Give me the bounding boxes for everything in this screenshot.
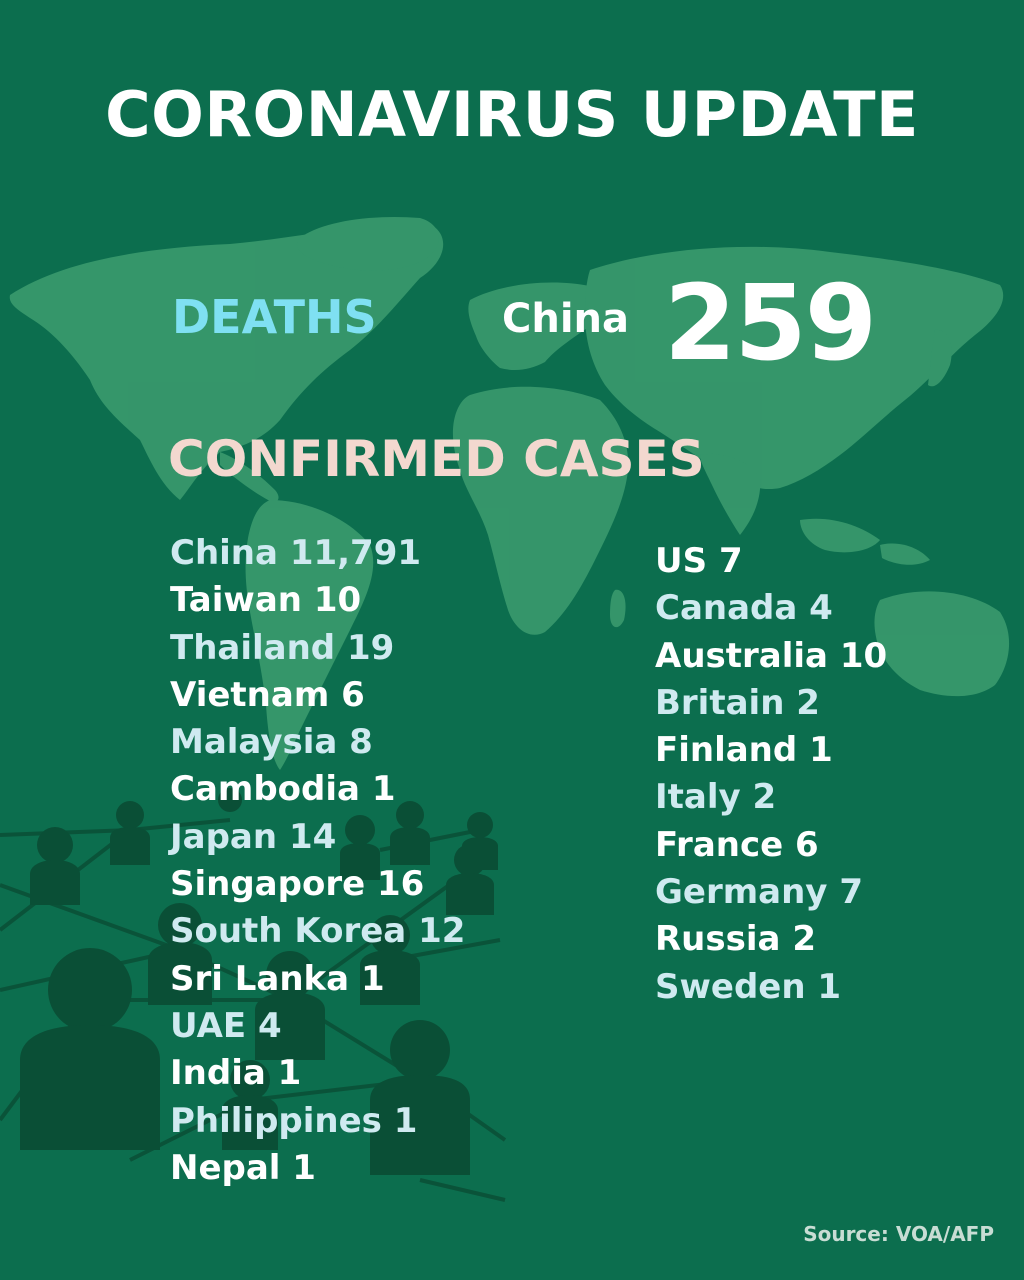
list-item: Sri Lanka 1 xyxy=(170,956,465,1003)
list-item: Italy 2 xyxy=(655,774,887,821)
country-name: Germany xyxy=(655,872,828,913)
list-item: Canada 4 xyxy=(655,585,887,632)
list-item: Sweden 1 xyxy=(655,964,887,1011)
case-count: 4 xyxy=(257,1005,282,1046)
deaths-country: China xyxy=(502,296,630,342)
list-item: Taiwan 10 xyxy=(170,577,465,624)
case-count: 10 xyxy=(313,580,362,621)
country-name: Finland xyxy=(655,730,798,771)
country-name: China xyxy=(170,533,278,573)
list-item: Philippines 1 xyxy=(170,1098,465,1145)
list-item: UAE 4 xyxy=(170,1003,465,1050)
list-item: Finland 1 xyxy=(655,727,887,774)
confirmed-cases-left-list: China 11,791 Taiwan 10 Thailand 19 Vietn… xyxy=(170,530,465,1192)
case-count: 16 xyxy=(377,864,425,905)
country-name: Canada xyxy=(655,588,798,629)
list-item: Malaysia 8 xyxy=(170,719,465,766)
country-name: Malaysia xyxy=(170,722,338,763)
case-count: 2 xyxy=(752,777,777,818)
country-name: Nepal xyxy=(170,1147,281,1188)
list-item: Germany 7 xyxy=(655,869,887,916)
confirmed-cases-heading: CONFIRMED CASES xyxy=(168,430,705,488)
deaths-label: DEATHS xyxy=(172,290,377,344)
country-name: Singapore xyxy=(170,864,366,905)
deaths-value: 259 xyxy=(664,262,877,384)
country-name: Italy xyxy=(655,777,741,818)
list-item: Singapore 16 xyxy=(170,861,465,908)
list-item: Japan 14 xyxy=(170,814,465,861)
case-count: 8 xyxy=(349,722,373,763)
case-count: 7 xyxy=(839,872,863,913)
country-name: Japan xyxy=(170,816,278,857)
country-name: India xyxy=(170,1053,266,1094)
country-name: Vietnam xyxy=(170,674,330,715)
case-count: 2 xyxy=(796,682,820,723)
list-item: France 6 xyxy=(655,822,887,869)
case-count: 4 xyxy=(809,588,833,629)
list-item: Australia 10 xyxy=(655,633,887,680)
country-name: Britain xyxy=(655,682,785,723)
list-item: Russia 2 xyxy=(655,916,887,963)
case-count: 6 xyxy=(341,674,365,715)
case-count: 1 xyxy=(371,769,396,810)
country-name: Sri Lanka xyxy=(170,958,350,999)
country-name: Russia xyxy=(655,919,781,960)
list-item: Britain 2 xyxy=(655,680,887,727)
list-item: China 11,791 xyxy=(170,530,465,577)
case-count: 1 xyxy=(277,1053,302,1094)
case-count: 12 xyxy=(418,911,466,952)
case-count: 7 xyxy=(718,541,743,581)
list-item: Nepal 1 xyxy=(170,1145,465,1192)
case-count: 1 xyxy=(809,730,833,771)
case-count: 1 xyxy=(393,1100,418,1141)
list-item: Cambodia 1 xyxy=(170,766,465,813)
country-name: Taiwan xyxy=(170,580,302,621)
case-count: 1 xyxy=(292,1147,316,1188)
case-count: 6 xyxy=(795,824,819,865)
list-item: South Korea 12 xyxy=(170,908,465,955)
case-count: 14 xyxy=(288,816,337,857)
list-item: US 7 xyxy=(655,538,887,585)
country-name: Cambodia xyxy=(170,769,360,810)
country-name: UAE xyxy=(170,1005,247,1046)
page-title: CORONAVIRUS UPDATE xyxy=(105,78,919,151)
list-item: Vietnam 6 xyxy=(170,672,465,719)
country-name: South Korea xyxy=(170,911,407,952)
case-count: 1 xyxy=(817,966,842,1007)
list-item: India 1 xyxy=(170,1050,465,1097)
list-item: Thailand 19 xyxy=(170,625,465,672)
case-count: 2 xyxy=(792,919,816,960)
country-name: US xyxy=(655,541,708,581)
confirmed-cases-right-list: US 7 Canada 4 Australia 10 Britain 2 Fin… xyxy=(655,538,887,1011)
country-name: Philippines xyxy=(170,1100,382,1141)
country-name: Thailand xyxy=(170,627,336,668)
case-count: 19 xyxy=(346,627,395,668)
country-name: Australia xyxy=(655,635,828,676)
case-count: 10 xyxy=(839,635,888,676)
source-credit: Source: VOA/AFP xyxy=(803,1222,994,1246)
country-name: France xyxy=(655,824,784,865)
country-name: Sweden xyxy=(655,966,806,1007)
case-count: 1 xyxy=(360,958,385,999)
case-count: 11,791 xyxy=(289,533,422,573)
